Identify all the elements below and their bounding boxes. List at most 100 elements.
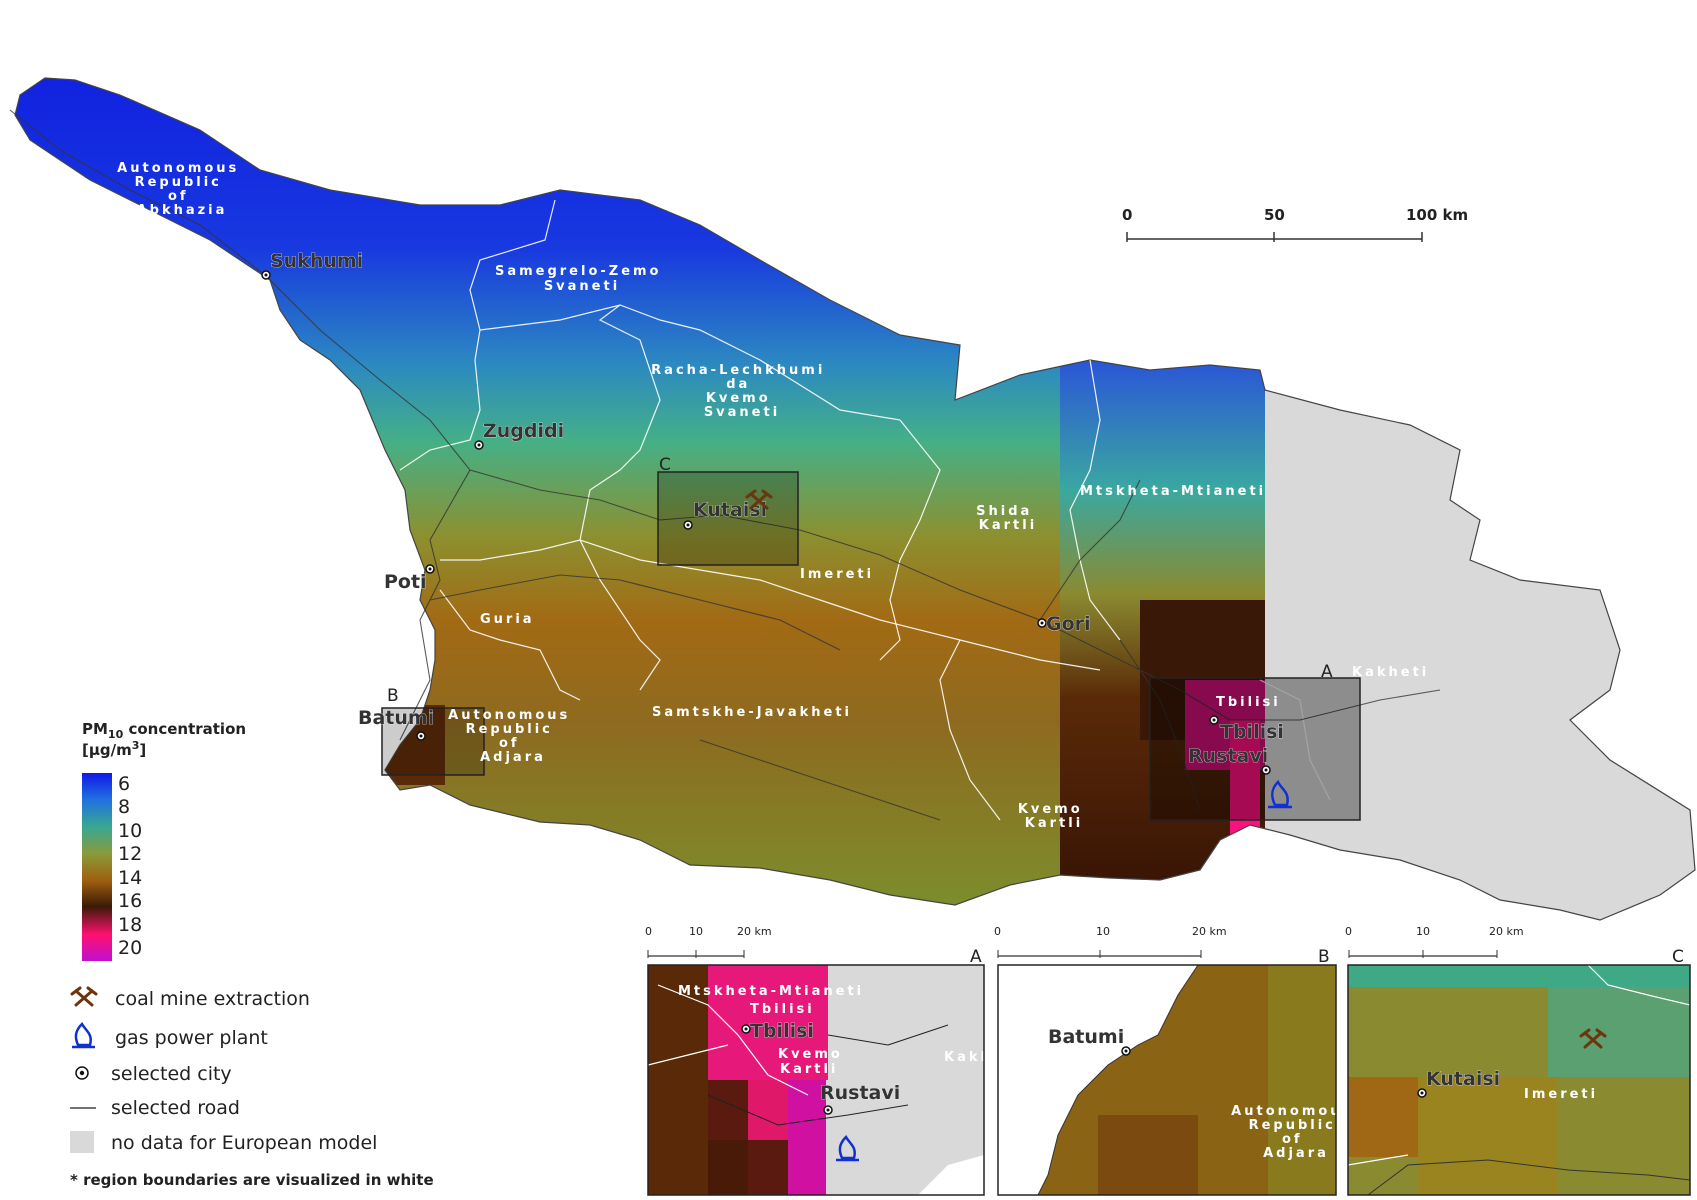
svg-text:20 km: 20 km [1192,925,1227,938]
svg-text:Mtskheta-Mtianeti: Mtskheta-Mtianeti [678,984,864,999]
region-label-guria: Guria [480,612,535,627]
svg-text:Sukhumi: Sukhumi [270,250,363,272]
inset-box-C[interactable]: C [657,455,799,566]
scale-bar: 0 50 100 km [1122,206,1468,242]
svg-text:Poti: Poti [384,571,427,593]
svg-text:C: C [659,455,671,475]
svg-text:14: 14 [118,867,142,889]
svg-text:10: 10 [1416,925,1430,938]
svg-text:12: 12 [118,843,142,865]
svg-text:gas power plant: gas power plant [115,1027,268,1049]
legend-title: PM10 concentration [82,720,246,741]
svg-text:Rustavi: Rustavi [820,1082,900,1104]
svg-text:Batumi: Batumi [358,707,434,729]
coal-mine-icon [70,986,98,1007]
gas-plant-icon [836,1134,859,1162]
svg-text:50: 50 [1264,206,1285,224]
svg-text:selected road: selected road [111,1097,240,1119]
svg-text:Tbilisi: Tbilisi [750,1020,814,1042]
svg-text:B: B [1318,947,1330,967]
svg-text:8: 8 [118,796,130,818]
legend-item-gas: gas power plant [72,1021,268,1049]
legend-item-coal: coal mine extraction [70,986,310,1010]
region-label-racha: Racha-Lechkhumi da Kvemo Svaneti [651,363,833,420]
coal-mine-icon [1579,1028,1607,1049]
inset-panel-B: 0 10 20 km B Batumi Autonomous Republic … [994,925,1337,1196]
legend-item-nodata: no data for European model [70,1131,377,1154]
inset-C-scale: 0 10 20 km [1345,925,1524,958]
svg-text:C: C [1672,947,1684,967]
region-label-kakheti: Kakheti [1352,665,1429,680]
city-dot-icon [75,1066,89,1080]
city-zugdidi[interactable]: Zugdidi [474,420,564,450]
svg-text:18: 18 [118,914,142,936]
inset-B-scale: 0 10 20 km [994,925,1227,958]
city-batumi[interactable]: Batumi [358,707,435,741]
svg-text:no data for European model: no data for European model [111,1132,377,1154]
svg-text:0: 0 [1122,206,1132,224]
region-label-abkhazia: Autonomous Republic of Abkhazia [117,161,247,218]
svg-text:B: B [387,686,399,706]
city-gori[interactable]: Gori [1037,613,1091,635]
city-tbilisi[interactable]: Tbilisi [1209,715,1284,743]
svg-text:20 km: 20 km [737,925,772,938]
svg-text:coal mine extraction: coal mine extraction [115,988,310,1010]
coal-mine-icon [745,489,773,510]
svg-text:10: 10 [118,820,142,842]
legend-item-city: selected city [75,1063,232,1085]
inset-panel-A: 0 10 20 km A Mtskheta-Mtianeti Tbilisi K… [645,925,993,1196]
svg-text:Kvemo: Kvemo [778,1047,843,1062]
city-poti[interactable]: Poti [384,564,435,593]
svg-text:Kutaisi: Kutaisi [693,499,767,521]
legend: PM10 concentration [µg/m3] 6 8 10 12 14 … [70,720,434,1189]
city-rustavi[interactable]: Rustavi [1188,745,1271,775]
svg-text:Rustavi: Rustavi [1188,745,1268,767]
city-sukhumi[interactable]: Sukhumi [261,250,364,280]
svg-text:Tbilisi: Tbilisi [750,1002,815,1017]
svg-text:10: 10 [1096,925,1110,938]
svg-text:Kartli: Kartli [780,1062,838,1077]
legend-item-road: selected road [70,1097,240,1119]
svg-text:20 km: 20 km [1489,925,1524,938]
svg-text:6: 6 [118,773,130,795]
country-outline [14,77,1696,921]
city-kutaisi[interactable]: Kutaisi [683,499,767,530]
svg-text:Tbilisi: Tbilisi [1220,721,1284,743]
svg-text:100 km: 100 km [1406,206,1468,224]
region-label-mtskheta: Mtskheta-Mtianeti [1080,484,1266,499]
gas-plant-icon [1268,779,1292,809]
svg-text:Batumi: Batumi [1048,1026,1124,1048]
svg-text:0: 0 [1345,925,1352,938]
region-boundaries [399,199,1331,821]
region-label-shida: Shida Kartli [976,504,1040,533]
svg-text:Zugdidi: Zugdidi [483,420,564,442]
main-map: A B C Autonomous Republic of Abkhazia Sa… [9,77,1696,921]
svg-text:selected city: selected city [111,1063,232,1085]
svg-text:A: A [970,947,982,967]
region-label-samegrelo: Samegrelo-Zemo Svaneti [495,264,669,294]
legend-ticks: 6 8 10 12 14 16 18 20 [118,773,142,959]
svg-text:16: 16 [118,890,142,912]
svg-text:Imereti: Imereti [1524,1087,1598,1102]
region-label-imereti: Imereti [800,567,874,582]
svg-text:10: 10 [689,925,703,938]
roads [9,109,1441,821]
inset-box-A[interactable]: A [1149,662,1361,821]
inset-A-scale: 0 10 20 km [645,925,772,958]
svg-text:Kakh: Kakh [944,1050,993,1065]
svg-text:Kutaisi: Kutaisi [1426,1068,1500,1090]
svg-text:0: 0 [994,925,1001,938]
no-data-swatch [70,1131,94,1153]
legend-unit: [µg/m3] [82,739,146,759]
svg-text:0: 0 [645,925,652,938]
region-label-kvemo: Kvemo Kartli [1018,802,1090,831]
svg-text:Gori: Gori [1046,613,1091,635]
inset-box-B[interactable]: B [381,686,485,776]
region-label-samtskhe: Samtskhe-Javakheti [652,705,852,720]
region-label-adjara: Autonomous Republic of Adjara [448,708,578,765]
svg-text:20: 20 [118,937,142,959]
gas-plant-icon [72,1021,95,1049]
legend-footnote: * region boundaries are visualized in wh… [70,1171,434,1189]
region-label-tbilisi: Tbilisi [1216,695,1281,710]
